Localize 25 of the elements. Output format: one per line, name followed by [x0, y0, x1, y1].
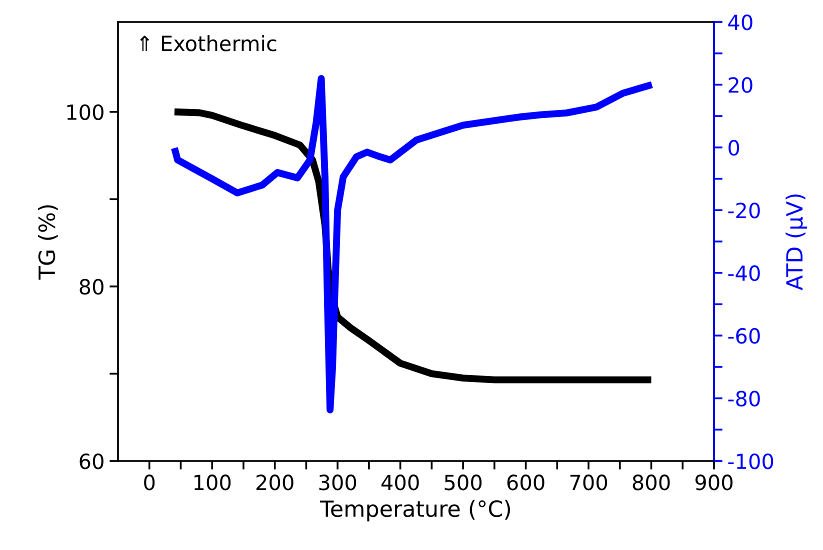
x-tick-label: 800: [632, 474, 670, 490]
x-tick-label: 300: [319, 474, 356, 490]
y-tick-label: 60: [80, 453, 104, 470]
y-tick-label: 80: [80, 278, 104, 295]
y2-tick-label: 20: [728, 77, 752, 93]
y2-tick-label: -20: [728, 202, 760, 218]
y2-tick-label: -100: [728, 453, 774, 470]
x-tick-label: 100: [194, 474, 231, 490]
x-tick-label: 700: [570, 474, 608, 490]
x-tick-label: 400: [381, 474, 419, 490]
y-axis-title: TG (%): [38, 205, 58, 280]
annotation: ⇑ Exothermic: [140, 35, 276, 52]
y2-tick-label: -80: [728, 390, 760, 406]
y-tick-label: 100: [67, 104, 104, 120]
x-axis-title: Temperature (°C): [320, 500, 510, 522]
x-tick-label: 200: [256, 474, 294, 490]
x-tick-label: 600: [507, 474, 544, 490]
y2-tick-label: -40: [728, 265, 760, 282]
x-tick-label: 500: [444, 474, 482, 490]
y2-tick-label: -60: [728, 328, 760, 344]
y2-tick-label: 0: [728, 140, 740, 156]
y2-axis-title: ATD (μV): [786, 194, 808, 290]
x-tick-label: 900: [695, 474, 732, 490]
y2-tick-label: 40: [728, 14, 752, 30]
x-tick-label: 0: [144, 474, 155, 490]
